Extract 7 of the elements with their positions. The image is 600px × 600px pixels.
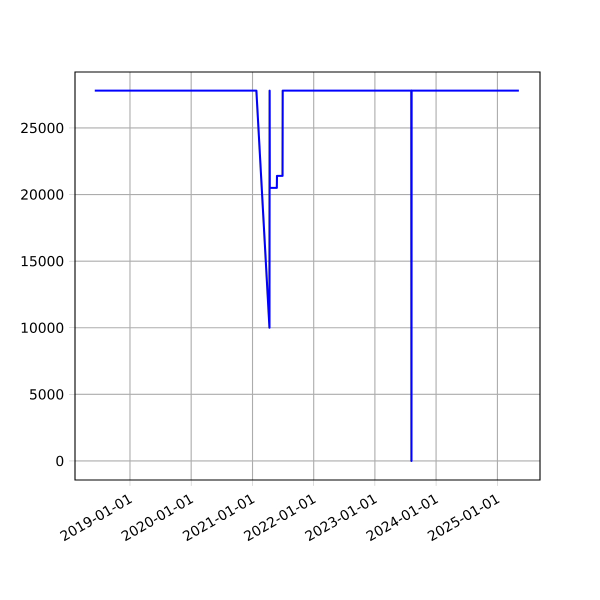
y-tick-label: 15000 — [22, 256, 64, 266]
line-series — [94, 90, 520, 462]
y-tick-label: 20000 — [21, 189, 64, 200]
y-tick-label: 25000 — [21, 122, 64, 134]
y-tick-label: 5000 — [30, 389, 64, 400]
y-tick-label: 0 — [56, 456, 64, 466]
y-tick-label: 10000 — [22, 322, 64, 333]
